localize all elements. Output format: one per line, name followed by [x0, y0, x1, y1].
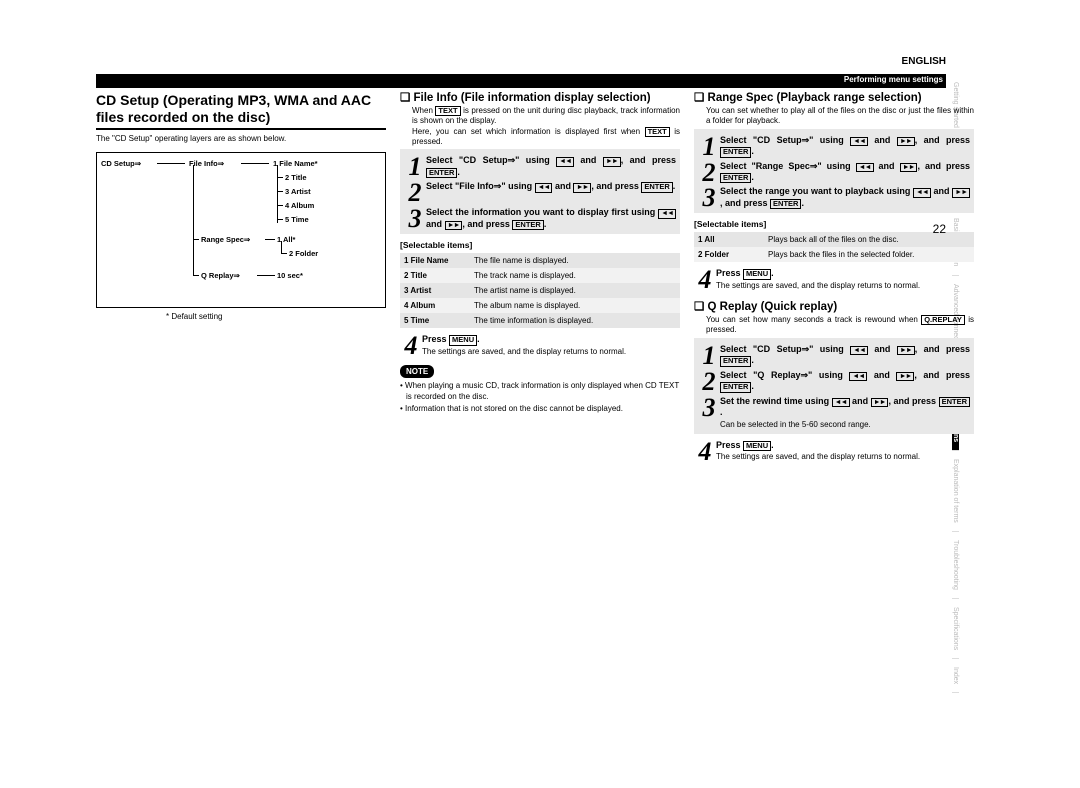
step-text: Select "CD Setup⇒" using ◄◄ and ►►, and …	[426, 155, 676, 178]
default-note: * Default setting	[96, 312, 386, 321]
range-heading: ❏ Range Spec (Playback range selection)	[694, 92, 974, 106]
note-item: • Information that is not stored on the …	[400, 404, 680, 414]
item-val: The time information is displayed.	[470, 313, 680, 328]
item-val: The file name is displayed.	[470, 253, 680, 268]
range-heading-text: Range Spec (Playback range selection)	[708, 92, 922, 104]
step-num: 2	[404, 181, 426, 204]
side-tab[interactable]: Specifications	[952, 599, 959, 659]
step-text: Select "CD Setup⇒" using ◄◄ and ►►, and …	[720, 344, 970, 367]
text-key: TEXT	[645, 127, 670, 137]
qreplay-steps: 1 Select "CD Setup⇒" using ◄◄ and ►►, an…	[694, 338, 974, 434]
qreplay-heading: ❏ Q Replay (Quick replay)	[694, 301, 974, 315]
range-intro: You can set whether to play all of the f…	[694, 106, 974, 127]
section-bar-text: Performing menu settings	[844, 75, 943, 84]
item-key: 4 Album	[400, 298, 470, 313]
table-row: 2 FolderPlays back the files in the sele…	[694, 247, 974, 262]
step-text: Select the range you want to playback us…	[720, 186, 970, 209]
col-left: CD Setup (Operating MP3, WMA and AAC fil…	[96, 92, 386, 462]
tree-branch-fileinfo: File Info⇒	[189, 159, 224, 168]
tree-item: 10 sec*	[277, 271, 303, 280]
content: CD Setup (Operating MP3, WMA and AAC fil…	[96, 92, 996, 462]
range-items-table: 1 AllPlays back all of the files on the …	[694, 232, 974, 262]
tree-branch-range: Range Spec⇒	[201, 235, 250, 244]
step-num: 2	[698, 161, 720, 184]
step-num: 3	[404, 207, 426, 230]
step-num: 1	[404, 155, 426, 178]
item-val: Plays back the files in the selected fol…	[764, 247, 974, 262]
step-text: Select the information you want to displ…	[426, 207, 676, 230]
step-num: 4	[694, 268, 716, 291]
step-text: Press MENU.The settings are saved, and t…	[716, 268, 974, 290]
tree-item: 3 Artist	[285, 187, 311, 196]
step-num: 4	[400, 334, 422, 357]
language-label: ENGLISH	[902, 56, 946, 67]
fileinfo-heading: ❏ File Info (File information display se…	[400, 92, 680, 106]
item-key: 2 Title	[400, 268, 470, 283]
tree-diagram: CD Setup⇒ File Info⇒ 1 File Name* 2 Titl…	[96, 152, 386, 308]
tree-item: 1 File Name*	[273, 159, 318, 168]
note-item: • When playing a music CD, track informa…	[400, 381, 680, 402]
step-num: 1	[698, 344, 720, 367]
step-text: Select "File Info⇒" using ◄◄ and ►►, and…	[426, 181, 676, 193]
item-val: The track name is displayed.	[470, 268, 680, 283]
tree-item: 5 Time	[285, 215, 309, 224]
fileinfo-heading-text: File Info (File information display sele…	[414, 92, 651, 104]
note-list: • When playing a music CD, track informa…	[400, 381, 680, 414]
item-key: 3 Artist	[400, 283, 470, 298]
step-num: 4	[694, 440, 716, 463]
fileinfo-items-table: 1 File NameThe file name is displayed.2 …	[400, 253, 680, 328]
item-val: The artist name is displayed.	[470, 283, 680, 298]
qreplay-intro: You can set how many seconds a track is …	[694, 315, 974, 336]
fileinfo-intro: When TEXT is pressed on the unit during …	[400, 106, 680, 148]
step-num: 2	[698, 370, 720, 393]
step-num: 3	[698, 396, 720, 419]
table-row: 1 File NameThe file name is displayed.	[400, 253, 680, 268]
step-text: Select "Q Replay⇒" using ◄◄ and ►►, and …	[720, 370, 970, 393]
note-badge: NOTE	[400, 365, 434, 378]
selectable-label: [Selectable items]	[400, 240, 680, 250]
step-text: Press MENU.The settings are saved, and t…	[422, 334, 680, 356]
side-tab[interactable]: Index	[952, 659, 959, 693]
step-num: 1	[698, 135, 720, 158]
qreplay-key: Q.REPLAY	[921, 315, 965, 325]
tree-item: 1 All*	[277, 235, 295, 244]
table-row: 3 ArtistThe artist name is displayed.	[400, 283, 680, 298]
intro-text: The "CD Setup" operating layers are as s…	[96, 134, 386, 144]
step-text: Set the rewind time using ◄◄ and ►►, and…	[720, 396, 970, 430]
step-text: Select "Range Spec⇒" using ◄◄ and ►►, an…	[720, 161, 970, 184]
item-key: 1 File Name	[400, 253, 470, 268]
tree-branch-qreplay: Q Replay⇒	[201, 271, 240, 280]
main-heading: CD Setup (Operating MP3, WMA and AAC fil…	[96, 92, 386, 130]
section-bar: Performing menu settings	[96, 74, 946, 88]
step-text: Press MENU.The settings are saved, and t…	[716, 440, 974, 462]
col-mid: ❏ File Info (File information display se…	[400, 92, 680, 462]
item-key: 1 All	[694, 232, 764, 247]
table-row: 5 TimeThe time information is displayed.	[400, 313, 680, 328]
page-number: 22	[933, 222, 946, 236]
tree-item: 4 Album	[285, 201, 314, 210]
col-right: ❏ Range Spec (Playback range selection) …	[694, 92, 974, 462]
step-num: 3	[698, 186, 720, 209]
item-val: The album name is displayed.	[470, 298, 680, 313]
text-key: TEXT	[435, 106, 460, 116]
table-row: 2 TitleThe track name is displayed.	[400, 268, 680, 283]
table-row: 4 AlbumThe album name is displayed.	[400, 298, 680, 313]
tree-item: 2 Folder	[289, 249, 318, 258]
step-text: Select "CD Setup⇒" using ◄◄ and ►►, and …	[720, 135, 970, 158]
tree-item: 2 Title	[285, 173, 307, 182]
fileinfo-steps: 1 Select "CD Setup⇒" using ◄◄ and ►►, an…	[400, 149, 680, 234]
range-steps: 1 Select "CD Setup⇒" using ◄◄ and ►►, an…	[694, 129, 974, 214]
item-key: 5 Time	[400, 313, 470, 328]
tree-root: CD Setup⇒	[101, 159, 141, 168]
side-tab[interactable]: Troubleshooting	[952, 532, 959, 599]
qreplay-heading-text: Q Replay (Quick replay)	[708, 301, 838, 313]
item-key: 2 Folder	[694, 247, 764, 262]
side-tab[interactable]: Explanation of terms	[952, 451, 959, 532]
